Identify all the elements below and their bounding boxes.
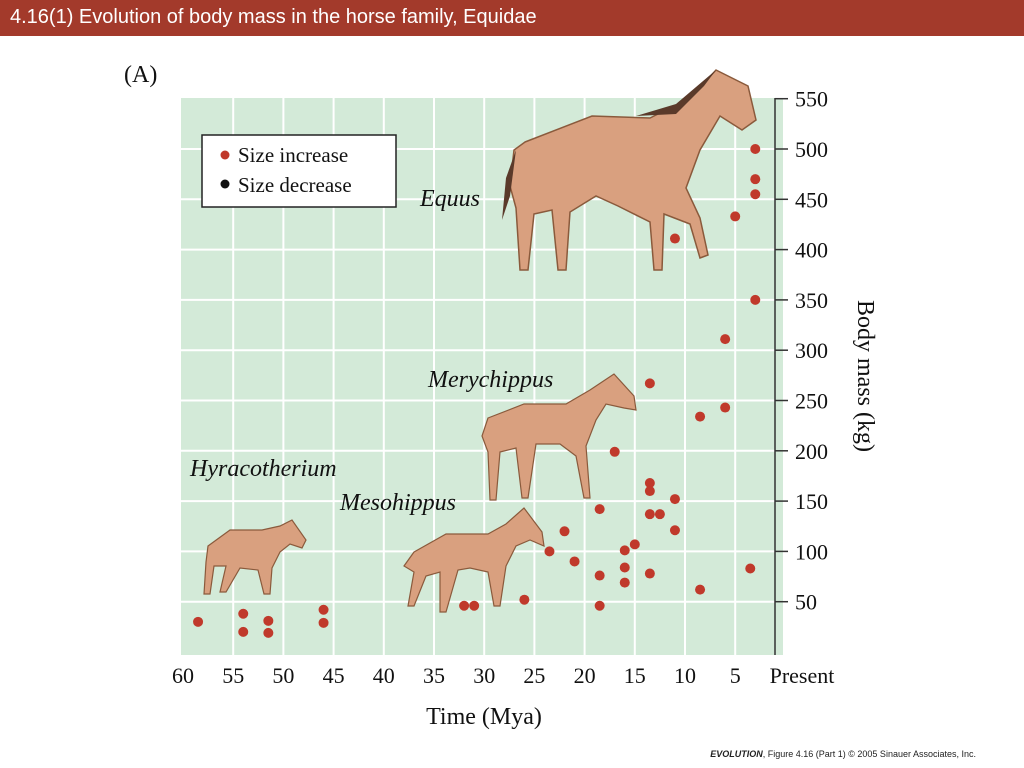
data-point [569, 556, 580, 567]
merychippus-label: Merychippus [427, 367, 553, 393]
panel-label: (A) [124, 62, 158, 88]
legend-label-increase: Size increase [238, 143, 348, 167]
data-point [730, 211, 741, 222]
equus-label: Equus [419, 186, 480, 212]
data-point [644, 477, 655, 488]
data-point [654, 509, 665, 520]
data-point [750, 174, 761, 185]
data-point [193, 616, 204, 627]
data-point [644, 509, 655, 520]
y-axis-label: Body mass (kg) [852, 300, 878, 452]
credit-book: EVOLUTION [710, 749, 763, 759]
data-point [750, 294, 761, 305]
legend-label-decrease: Size decrease [238, 173, 352, 197]
x-tick-label: 10 [674, 663, 696, 688]
data-point [695, 411, 706, 422]
data-point [544, 546, 555, 557]
x-axis: 60 55 50 45 40 35 30 25 20 15 10 5 Present [172, 663, 834, 688]
data-points [193, 144, 761, 638]
hyracotherium-horse-illustration [203, 519, 307, 595]
data-point [619, 545, 630, 556]
data-point [238, 626, 249, 637]
title-bar: 4.16(1) Evolution of body mass in the ho… [0, 0, 1024, 36]
merychippus-horse-illustration [481, 373, 637, 501]
mesohippus-horse-illustration [403, 507, 545, 613]
legend-marker-increase [220, 150, 230, 160]
data-point [629, 539, 640, 550]
x-tick-label: 15 [624, 663, 646, 688]
data-point [745, 563, 756, 574]
y-tick-label: 500 [795, 137, 828, 162]
data-point [669, 494, 680, 505]
data-point [750, 144, 761, 154]
figure-credit: EVOLUTION, Figure 4.16 (Part 1) © 2005 S… [710, 749, 976, 759]
data-point [609, 446, 620, 457]
y-tick-label: 450 [795, 187, 828, 212]
data-point [263, 627, 274, 638]
data-point [750, 189, 761, 200]
equus-horse-illustration [502, 69, 757, 271]
data-point [720, 402, 731, 413]
y-tick-label: 350 [795, 288, 828, 313]
x-tick-label: 30 [473, 663, 495, 688]
y-tick-label: 50 [795, 590, 817, 615]
y-axis: 50 100 150 200 250 300 350 400 450 500 550 [775, 87, 828, 615]
data-point [594, 504, 605, 515]
data-point [644, 378, 655, 389]
genus-labels: Equus Merychippus Hyracotherium Mesohipp… [189, 186, 553, 516]
legend: Size increase Size decrease [201, 134, 397, 208]
x-tick-label: 35 [423, 663, 445, 688]
y-tick-label: 400 [795, 238, 828, 263]
x-tick-label: 5 [730, 663, 741, 688]
data-point [695, 584, 706, 595]
credit-figure: , Figure 4.16 (Part 1) [762, 749, 846, 759]
y-tick-label: 150 [795, 489, 828, 514]
mesohippus-label: Mesohippus [339, 490, 456, 516]
data-point [594, 570, 605, 581]
data-point [519, 594, 530, 605]
x-tick-label: 20 [574, 663, 596, 688]
data-point [318, 604, 329, 615]
data-point [594, 600, 605, 611]
data-point [644, 568, 655, 579]
y-tick-label: 100 [795, 539, 828, 564]
credit-copyright: © 2005 Sinauer Associates, Inc. [845, 749, 976, 759]
x-tick-label: 40 [373, 663, 395, 688]
x-tick-label: 45 [323, 663, 345, 688]
hyracotherium-label: Hyracotherium [189, 456, 337, 482]
data-point [669, 525, 680, 536]
data-point [619, 562, 630, 573]
slide-title: 4.16(1) Evolution of body mass in the ho… [10, 6, 537, 28]
x-tick-label: Present [770, 663, 835, 688]
data-point [469, 600, 480, 611]
data-point [263, 615, 274, 626]
legend-marker-decrease [220, 179, 230, 189]
data-point [720, 334, 731, 345]
y-tick-label: 550 [795, 87, 828, 112]
data-point [318, 617, 329, 628]
data-point [644, 486, 655, 497]
data-point [559, 526, 570, 537]
x-tick-label: 55 [222, 663, 244, 688]
data-point [238, 608, 249, 619]
y-tick-label: 250 [795, 389, 828, 414]
data-point [459, 600, 470, 611]
x-tick-label: 25 [523, 663, 545, 688]
legend-box [201, 134, 397, 208]
data-point [669, 233, 680, 244]
x-tick-label: 60 [172, 663, 194, 688]
x-axis-label: Time (Mya) [426, 704, 542, 730]
x-tick-label: 50 [272, 663, 294, 688]
data-point [619, 577, 630, 588]
y-tick-label: 200 [795, 439, 828, 464]
y-tick-label: 300 [795, 338, 828, 363]
